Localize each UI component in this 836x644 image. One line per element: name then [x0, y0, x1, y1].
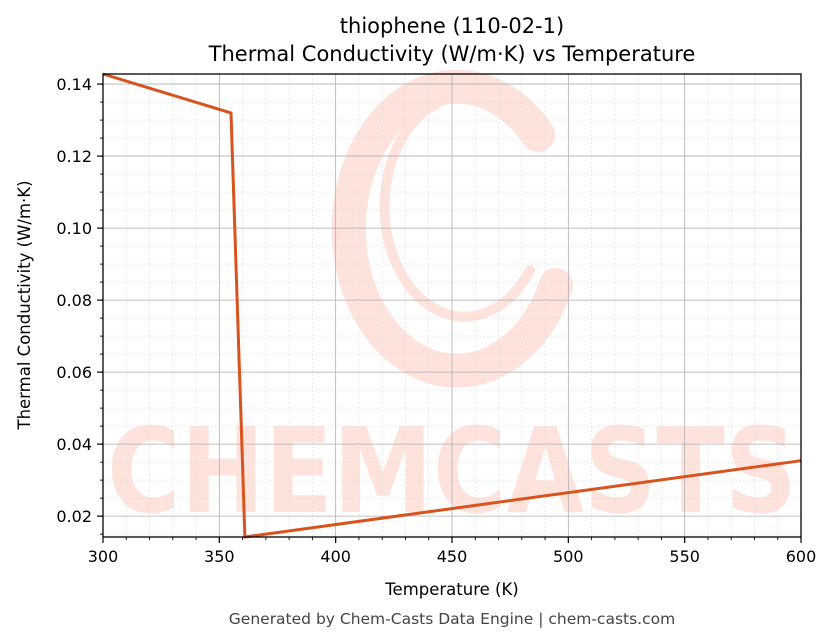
y-tick-label: 0.10: [56, 219, 92, 238]
y-tick-label: 0.04: [56, 435, 92, 454]
y-tick-label: 0.02: [56, 507, 92, 526]
x-axis-label: Temperature (K): [384, 580, 518, 599]
axis-ticks: [97, 83, 802, 543]
y-tick-label: 0.14: [56, 75, 92, 94]
x-tick-label: 550: [669, 547, 700, 566]
x-tick-label: 350: [204, 547, 235, 566]
x-tick-label: 600: [786, 547, 817, 566]
footer-credit: Generated by Chem-Casts Data Engine | ch…: [229, 610, 675, 628]
chart-title: thiophene (110-02-1): [340, 14, 564, 38]
major-grid: [102, 74, 802, 537]
x-tick-label: 300: [88, 547, 119, 566]
y-axis-label: Thermal Conductivity (W/m·K): [15, 180, 34, 430]
x-tick-labels: 300 350 400 450 500 550 600: [88, 547, 817, 566]
x-tick-label: 400: [320, 547, 351, 566]
y-tick-label: 0.06: [56, 363, 92, 382]
x-tick-label: 500: [553, 547, 584, 566]
plot-series: [102, 72, 802, 539]
y-tick-label: 0.12: [56, 147, 92, 166]
chart-subtitle: Thermal Conductivity (W/m·K) vs Temperat…: [208, 42, 696, 66]
x-tick-label: 450: [437, 547, 468, 566]
y-tick-label: 0.08: [56, 291, 92, 310]
y-tick-labels: 0.02 0.04 0.06 0.08 0.10 0.12 0.14: [56, 75, 92, 526]
series-line: [102, 72, 802, 539]
watermark-logo-ring: [331, 69, 573, 388]
